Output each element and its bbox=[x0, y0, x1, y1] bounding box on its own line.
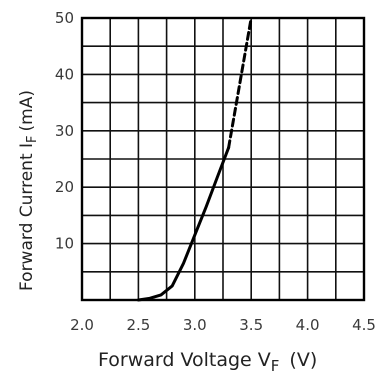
x-tick-label: 4.5 bbox=[352, 316, 376, 334]
x-tick-label: 2.5 bbox=[126, 316, 150, 334]
y-tick-label: 30 bbox=[55, 122, 74, 140]
x-tick-labels: 2.0 2.5 3.0 3.5 4.0 4.5 bbox=[70, 316, 376, 334]
x-tick-label: 3.5 bbox=[239, 316, 263, 334]
grid bbox=[82, 18, 364, 300]
y-tick-label: 50 bbox=[55, 9, 74, 27]
x-axis-title-main: Forward Voltage V bbox=[98, 349, 271, 371]
y-axis-title-sub: F bbox=[25, 135, 40, 142]
x-tick-label: 3.0 bbox=[183, 316, 207, 334]
plot-frame bbox=[80, 16, 366, 302]
series-line-solid bbox=[136, 146, 231, 302]
y-tick-labels: 10 20 30 40 50 bbox=[55, 9, 74, 253]
y-axis-title-main: Forward Current I bbox=[17, 143, 37, 291]
x-tick-label: 4.0 bbox=[296, 316, 320, 334]
y-axis-title: Forward Current IF (mA) bbox=[17, 90, 40, 291]
x-axis-title-sub: F bbox=[271, 357, 280, 375]
series-layer bbox=[136, 16, 253, 302]
y-tick-label: 20 bbox=[55, 178, 74, 196]
series-line-dashed bbox=[227, 16, 253, 150]
y-axis-title-unit: (mA) bbox=[17, 90, 37, 131]
y-tick-label: 40 bbox=[55, 65, 74, 83]
x-axis-title-unit: (V) bbox=[289, 349, 317, 371]
x-tick-label: 2.0 bbox=[70, 316, 94, 334]
y-tick-label: 10 bbox=[55, 235, 74, 253]
x-axis-title: Forward Voltage VF (V) bbox=[98, 349, 317, 375]
